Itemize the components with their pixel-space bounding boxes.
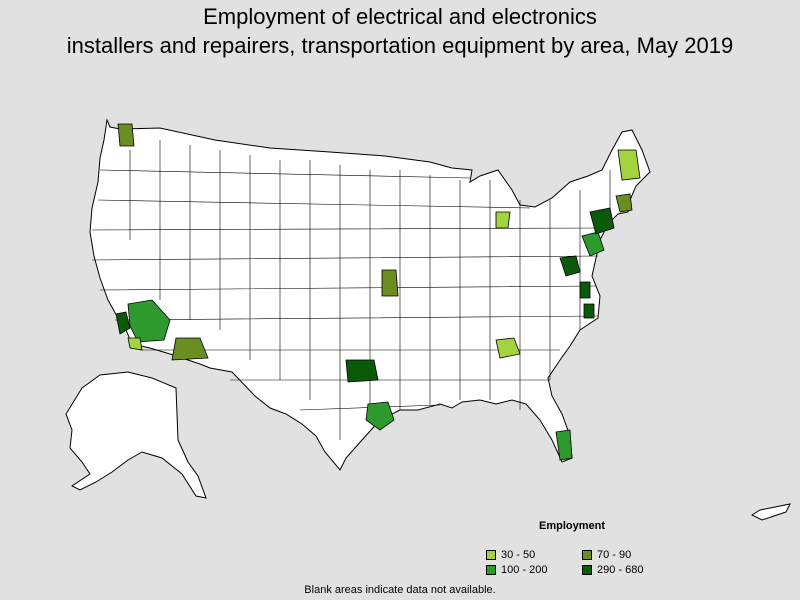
employment-areas bbox=[115, 123, 641, 461]
atlanta-area bbox=[495, 337, 521, 359]
seattle-area bbox=[117, 123, 135, 147]
legend-grid: 30 - 50 70 - 90 100 - 200 290 - 680 bbox=[486, 548, 676, 576]
detroit-area bbox=[495, 211, 511, 229]
philadelphia-area bbox=[581, 231, 605, 257]
boston-area bbox=[615, 193, 633, 213]
legend-item-70-90: 70 - 90 bbox=[582, 548, 678, 561]
legend-swatch bbox=[582, 549, 592, 560]
south-florida-area bbox=[555, 429, 573, 461]
legend-title: Employment bbox=[538, 520, 605, 532]
houston-area bbox=[365, 401, 395, 431]
maine-area bbox=[617, 149, 641, 181]
legend-label: 30 - 50 bbox=[501, 548, 536, 561]
virginia-beach-area bbox=[583, 303, 595, 319]
baltimore-area bbox=[579, 281, 591, 299]
phoenix-area bbox=[171, 337, 209, 361]
wichita-area bbox=[381, 269, 399, 297]
legend-item-290-680: 290 - 680 bbox=[582, 563, 678, 576]
new-york-area bbox=[589, 207, 615, 235]
legend-swatch bbox=[486, 564, 496, 575]
washington-area bbox=[559, 255, 581, 277]
legend-label: 70 - 90 bbox=[597, 548, 632, 561]
area-borders bbox=[91, 140, 611, 440]
legend-swatch bbox=[582, 564, 592, 575]
dallas-area bbox=[345, 359, 379, 383]
title-line-1: Employment of electrical and electronics bbox=[203, 4, 597, 29]
legend-item-30-50: 30 - 50 bbox=[486, 548, 582, 561]
map-title: Employment of electrical and electronics… bbox=[0, 2, 800, 60]
san-diego-area bbox=[127, 337, 143, 351]
inland-empire-area bbox=[127, 299, 171, 343]
alaska bbox=[65, 371, 207, 499]
title-line-2: installers and repairers, transportation… bbox=[66, 33, 734, 58]
legend: Employment 30 - 50 70 - 90 100 - 200 290… bbox=[486, 520, 676, 576]
los-angeles-area bbox=[115, 311, 131, 335]
legend-label: 100 - 200 bbox=[501, 563, 548, 576]
legend-swatch bbox=[486, 549, 496, 560]
legend-label: 290 - 680 bbox=[597, 563, 644, 576]
footnote: Blank areas indicate data not available. bbox=[304, 584, 496, 596]
legend-item-100-200: 100 - 200 bbox=[486, 563, 582, 576]
hawaii bbox=[750, 503, 791, 521]
